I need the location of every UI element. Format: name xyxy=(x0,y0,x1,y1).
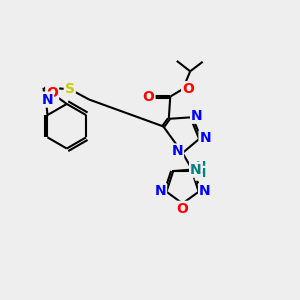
Text: O: O xyxy=(177,202,188,216)
Text: N: N xyxy=(41,93,53,106)
Text: H: H xyxy=(196,167,206,180)
Text: N: N xyxy=(171,144,183,158)
Text: H: H xyxy=(196,160,206,172)
Text: N: N xyxy=(200,131,211,145)
Text: N: N xyxy=(190,163,202,177)
Text: N: N xyxy=(199,184,211,198)
Text: N: N xyxy=(191,109,202,123)
Text: O: O xyxy=(182,82,194,96)
Text: O: O xyxy=(142,90,154,104)
Text: S: S xyxy=(65,82,75,96)
Text: O: O xyxy=(46,86,58,100)
Text: N: N xyxy=(154,184,166,198)
